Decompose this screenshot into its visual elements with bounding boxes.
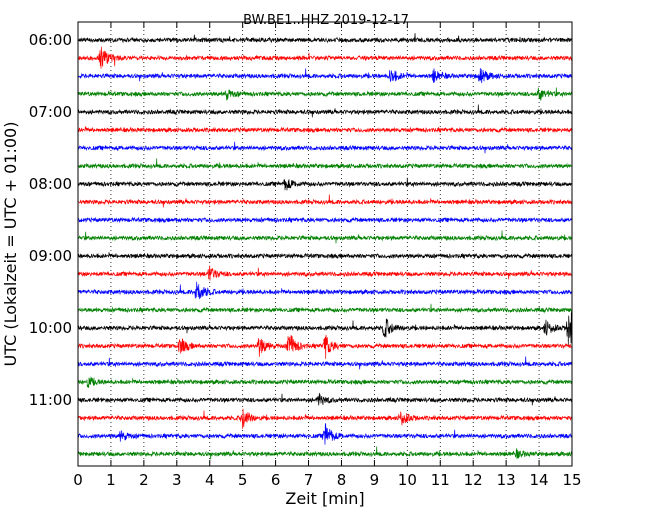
x-tick-label: 7 <box>304 471 314 489</box>
y-axis: 06:00 07:00 08:00 09:00 10:00 11:00 <box>29 31 572 409</box>
trace-0930 <box>77 281 573 300</box>
y-tick-label: 10:00 <box>29 319 72 337</box>
x-axis-label: Zeit [min] <box>285 489 364 508</box>
trace-0645 <box>77 87 573 101</box>
traces-layer <box>77 33 573 460</box>
x-tick-label: 12 <box>464 471 483 489</box>
x-tick-label: 9 <box>370 471 380 489</box>
trace-1145 <box>77 446 573 460</box>
x-tick-label: 0 <box>73 471 83 489</box>
y-tick-label: 09:00 <box>29 247 72 265</box>
y-tick-label: 08:00 <box>29 175 72 193</box>
trace-0900 <box>77 252 573 260</box>
trace-1045 <box>77 376 573 388</box>
y-tick-label: 11:00 <box>29 391 72 409</box>
trace-1015 <box>77 334 573 359</box>
trace-0615 <box>77 46 573 69</box>
trace-1030 <box>77 356 573 370</box>
trace-1000 <box>77 312 573 345</box>
x-tick-label: 11 <box>431 471 450 489</box>
trace-0845 <box>77 230 573 244</box>
trace-0715 <box>77 126 573 134</box>
x-tick-label: 15 <box>562 471 581 489</box>
x-tick-label: 3 <box>172 471 182 489</box>
y-axis-label: UTC (Lokalzeit = UTC + 01:00) <box>1 122 20 367</box>
x-tick-label: 6 <box>271 471 281 489</box>
trace-0600 <box>77 33 573 44</box>
x-tick-label: 13 <box>497 471 516 489</box>
trace-1100 <box>77 392 573 406</box>
trace-1115 <box>77 408 573 429</box>
trace-0730 <box>77 141 573 154</box>
x-tick-label: 8 <box>337 471 347 489</box>
trace-1130 <box>77 423 573 445</box>
x-tick-label: 5 <box>238 471 248 489</box>
chart-title: BW.BE1..HHZ 2019-12-17 <box>243 13 409 28</box>
trace-0745 <box>77 158 573 170</box>
x-axis: 0 1 2 3 4 5 6 7 8 9 10 11 12 13 14 15 <box>73 22 582 489</box>
trace-0630 <box>77 67 573 84</box>
trace-0830 <box>77 216 573 224</box>
trace-0915 <box>77 265 573 281</box>
x-tick-label: 2 <box>139 471 149 489</box>
trace-0945 <box>77 303 573 314</box>
x-tick-label: 10 <box>398 471 417 489</box>
x-tick-label: 14 <box>530 471 549 489</box>
plot-frame <box>77 21 573 467</box>
y-tick-label: 07:00 <box>29 103 72 121</box>
trace-0815 <box>77 194 573 208</box>
x-tick-label: 1 <box>106 471 116 489</box>
trace-0800 <box>77 177 573 191</box>
y-tick-label: 06:00 <box>29 31 72 49</box>
x-tick-label: 4 <box>205 471 215 489</box>
trace-0700 <box>77 104 573 118</box>
